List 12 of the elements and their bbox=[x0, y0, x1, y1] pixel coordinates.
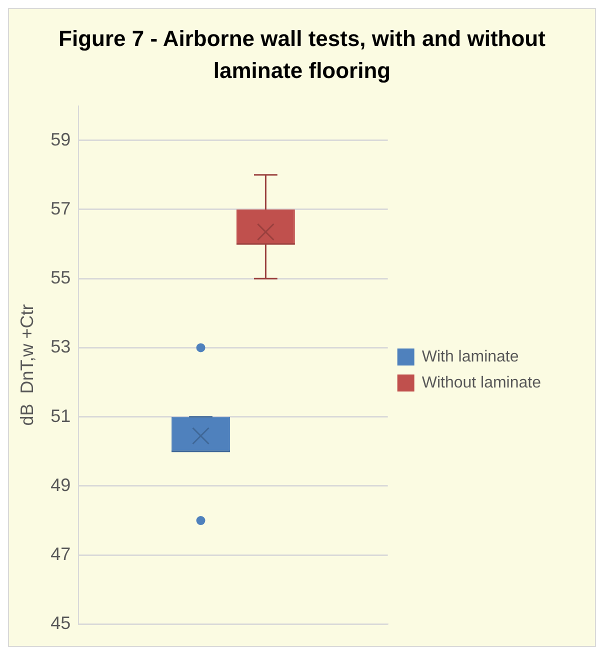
y-tick-label: 53 bbox=[50, 336, 71, 357]
y-tick-label: 59 bbox=[50, 129, 71, 150]
y-axis-title: dB DnT,w +Ctr bbox=[16, 304, 37, 426]
legend-label: Without laminate bbox=[422, 374, 542, 392]
y-tick-label: 55 bbox=[50, 268, 71, 288]
y-tick-label: 49 bbox=[50, 474, 71, 495]
legend-label: With laminate bbox=[422, 348, 519, 366]
y-tick-label: 57 bbox=[50, 198, 71, 218]
y-tick-label: 47 bbox=[50, 544, 71, 564]
chart-title: Figure 7 - Airborne wall tests, with and without laminate flooring bbox=[58, 25, 546, 85]
y-tick-label: 51 bbox=[50, 406, 71, 426]
y-tick-label: 45 bbox=[50, 613, 71, 634]
